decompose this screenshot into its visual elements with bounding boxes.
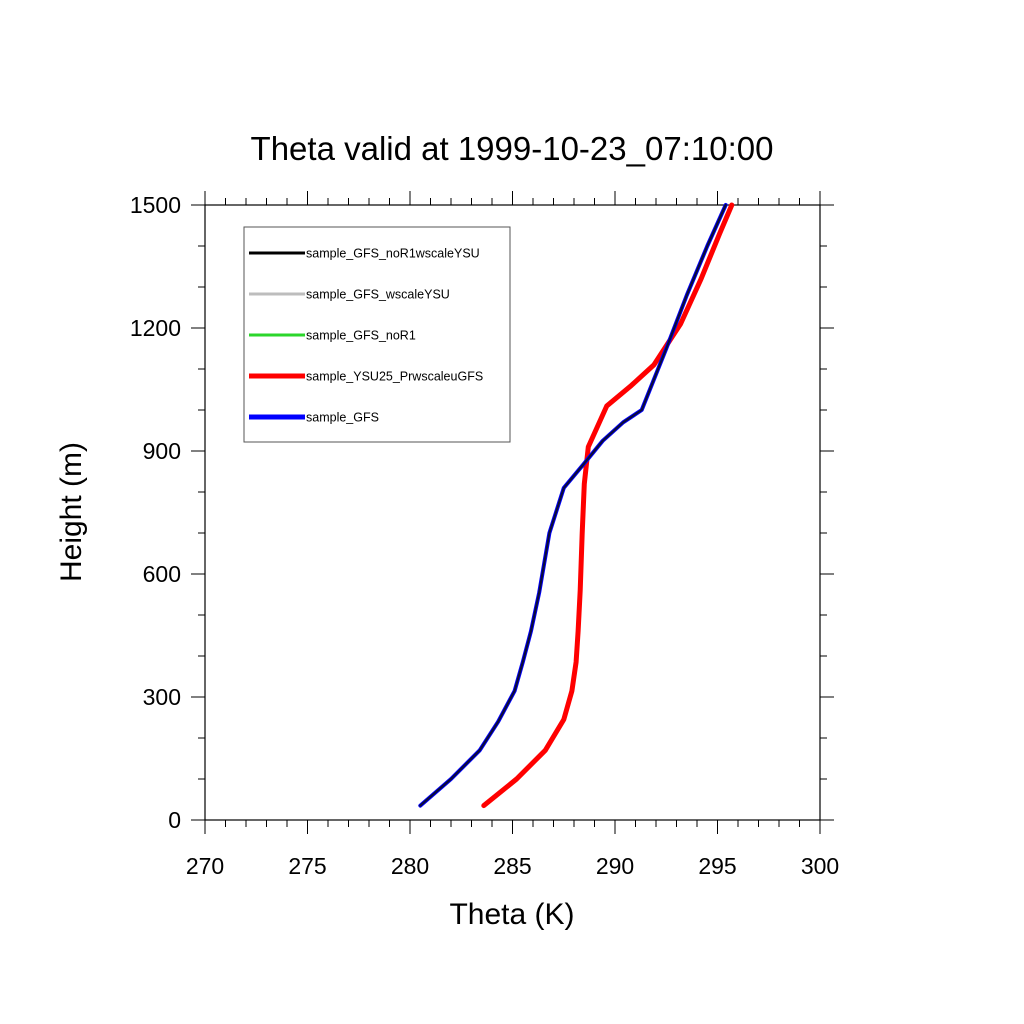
series-lines: [418, 202, 735, 809]
legend-label-4: sample_GFS: [306, 411, 379, 425]
y-tick-label: 0: [168, 807, 181, 833]
y-tick-label: 1200: [130, 315, 181, 341]
x-tick-label: 270: [186, 853, 224, 879]
axis-ticks: 270 275 280 285 290 295 300 0 300 600 900 1200 1500: [130, 191, 839, 879]
x-tick-label: 275: [288, 853, 326, 879]
legend-label-3: sample_YSU25_PrwscaleuGFS: [306, 370, 483, 384]
series-line-3: [481, 202, 735, 809]
x-tick-label: 290: [596, 853, 634, 879]
x-axis-label: Theta (K): [449, 898, 574, 931]
x-tick-label: 295: [698, 853, 736, 879]
legend-label-0: sample_GFS_noR1wscaleYSU: [306, 247, 480, 261]
legend-label-2: sample_GFS_noR1: [306, 329, 416, 343]
x-tick-label: 280: [391, 853, 429, 879]
y-tick-label: 600: [143, 561, 181, 587]
y-axis-label: Height (m): [55, 442, 88, 582]
legend-label-1: sample_GFS_wscaleYSU: [306, 288, 450, 302]
y-tick-label: 1500: [130, 192, 181, 218]
y-tick-label: 300: [143, 684, 181, 710]
x-tick-label: 300: [801, 853, 839, 879]
y-tick-label: 900: [143, 438, 181, 464]
series-line-overlay: [419, 203, 727, 807]
chart-title: Theta valid at 1999-10-23_07:10:00: [251, 130, 774, 167]
x-tick-label: 285: [493, 853, 531, 879]
legend: sample_GFS_noR1wscaleYSU sample_GFS_wscal…: [243, 226, 511, 443]
